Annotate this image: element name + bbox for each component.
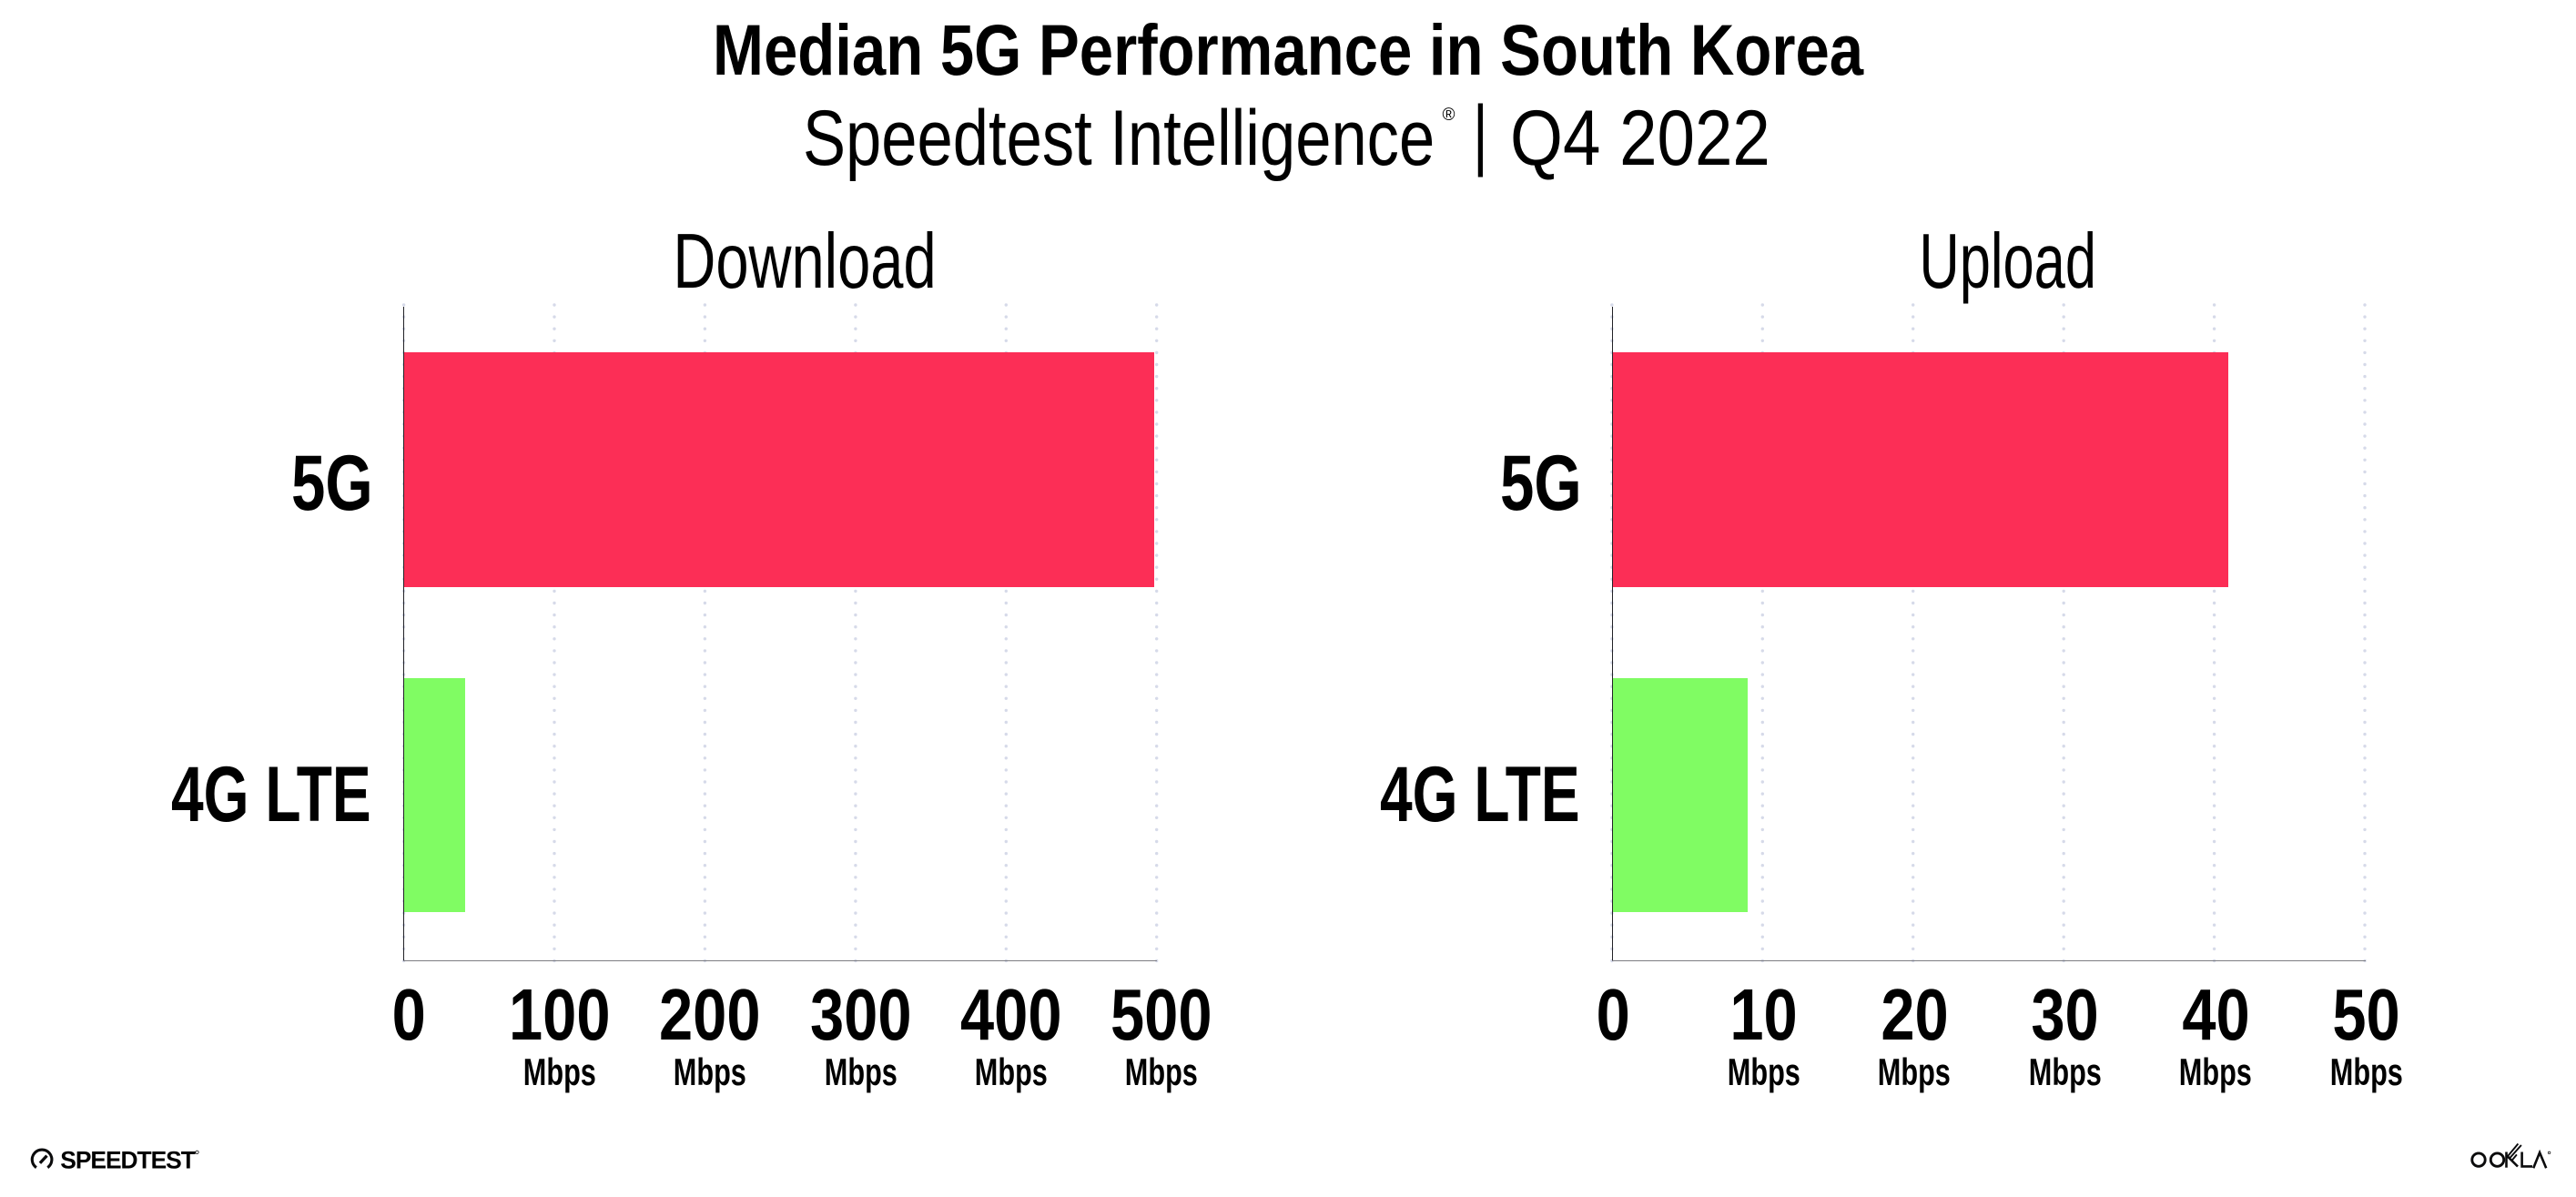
svg-text:SPEEDTEST: SPEEDTEST xyxy=(60,1147,195,1174)
